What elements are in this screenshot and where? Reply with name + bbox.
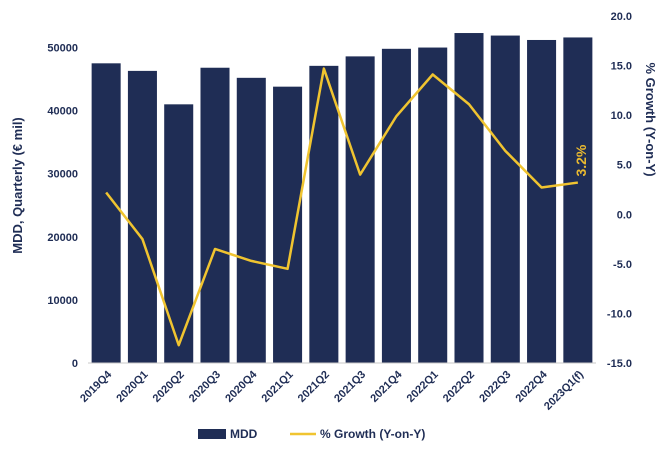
y-left-axis-title: MDD, Quarterly (€ mil) (10, 117, 25, 254)
y-right-axis-title: % Growth (Y-on-Y) (643, 62, 658, 176)
bar-2020Q3 (200, 68, 229, 363)
legend-swatch-mdd (198, 429, 226, 439)
bar-2020Q1 (128, 71, 157, 363)
annotation-last-growth: 3.2% (573, 144, 589, 176)
x-tick-label: 2020Q1 (114, 369, 150, 405)
y-right-tick-label: 20.0 (611, 11, 632, 23)
legend-label-growth: % Growth (Y-on-Y) (320, 427, 425, 441)
x-tick-label: 2022Q1 (405, 369, 441, 405)
x-tick-label: 2020Q2 (151, 369, 187, 405)
x-tick-label: 2022Q4 (514, 368, 551, 405)
y-right-tick-label: -10.0 (607, 308, 632, 320)
x-tick-label: 2022Q3 (477, 369, 513, 405)
bar-2021Q2 (309, 66, 338, 363)
x-tick-label: 2023Q1(f) (542, 368, 586, 412)
bar-2022Q4 (527, 40, 556, 363)
y-left-tick-label: 40000 (47, 106, 78, 118)
bar-2022Q3 (491, 36, 520, 363)
x-tick-label: 2021Q2 (296, 369, 332, 405)
x-tick-label: 2021Q1 (260, 369, 296, 405)
bar-2021Q4 (382, 49, 411, 363)
x-tick-label: 2021Q3 (332, 369, 368, 405)
bar-2022Q2 (454, 33, 483, 363)
bar-2020Q2 (164, 104, 193, 363)
y-left-tick-label: 50000 (47, 43, 78, 55)
bar-2019Q4 (92, 63, 121, 363)
y-right-tick-label: 15.0 (611, 61, 632, 73)
bar-2020Q4 (237, 78, 266, 363)
y-left-tick-label: 30000 (47, 169, 78, 181)
x-tick-label: 2020Q4 (223, 368, 260, 405)
legend-label-mdd: MDD (230, 427, 258, 441)
bar-2022Q1 (418, 48, 447, 363)
y-right-tick-label: -5.0 (613, 259, 632, 271)
y-right-tick-label: 10.0 (611, 110, 632, 122)
x-tick-label: 2019Q4 (78, 368, 115, 405)
y-right-tick-label: -15.0 (607, 358, 632, 370)
bar-2021Q1 (273, 87, 302, 363)
y-left-tick-label: 20000 (47, 232, 78, 244)
bar-2023Q1(f) (563, 37, 592, 363)
bar-2021Q3 (346, 56, 375, 363)
y-right-tick-label: 0.0 (617, 209, 632, 221)
x-tick-label: 2020Q3 (187, 369, 223, 405)
y-left-tick-label: 10000 (47, 295, 78, 307)
x-tick-label: 2022Q2 (441, 369, 477, 405)
y-right-tick-label: 5.0 (617, 160, 632, 172)
y-left-tick-label: 0 (72, 358, 78, 370)
x-tick-label: 2021Q4 (368, 368, 405, 405)
